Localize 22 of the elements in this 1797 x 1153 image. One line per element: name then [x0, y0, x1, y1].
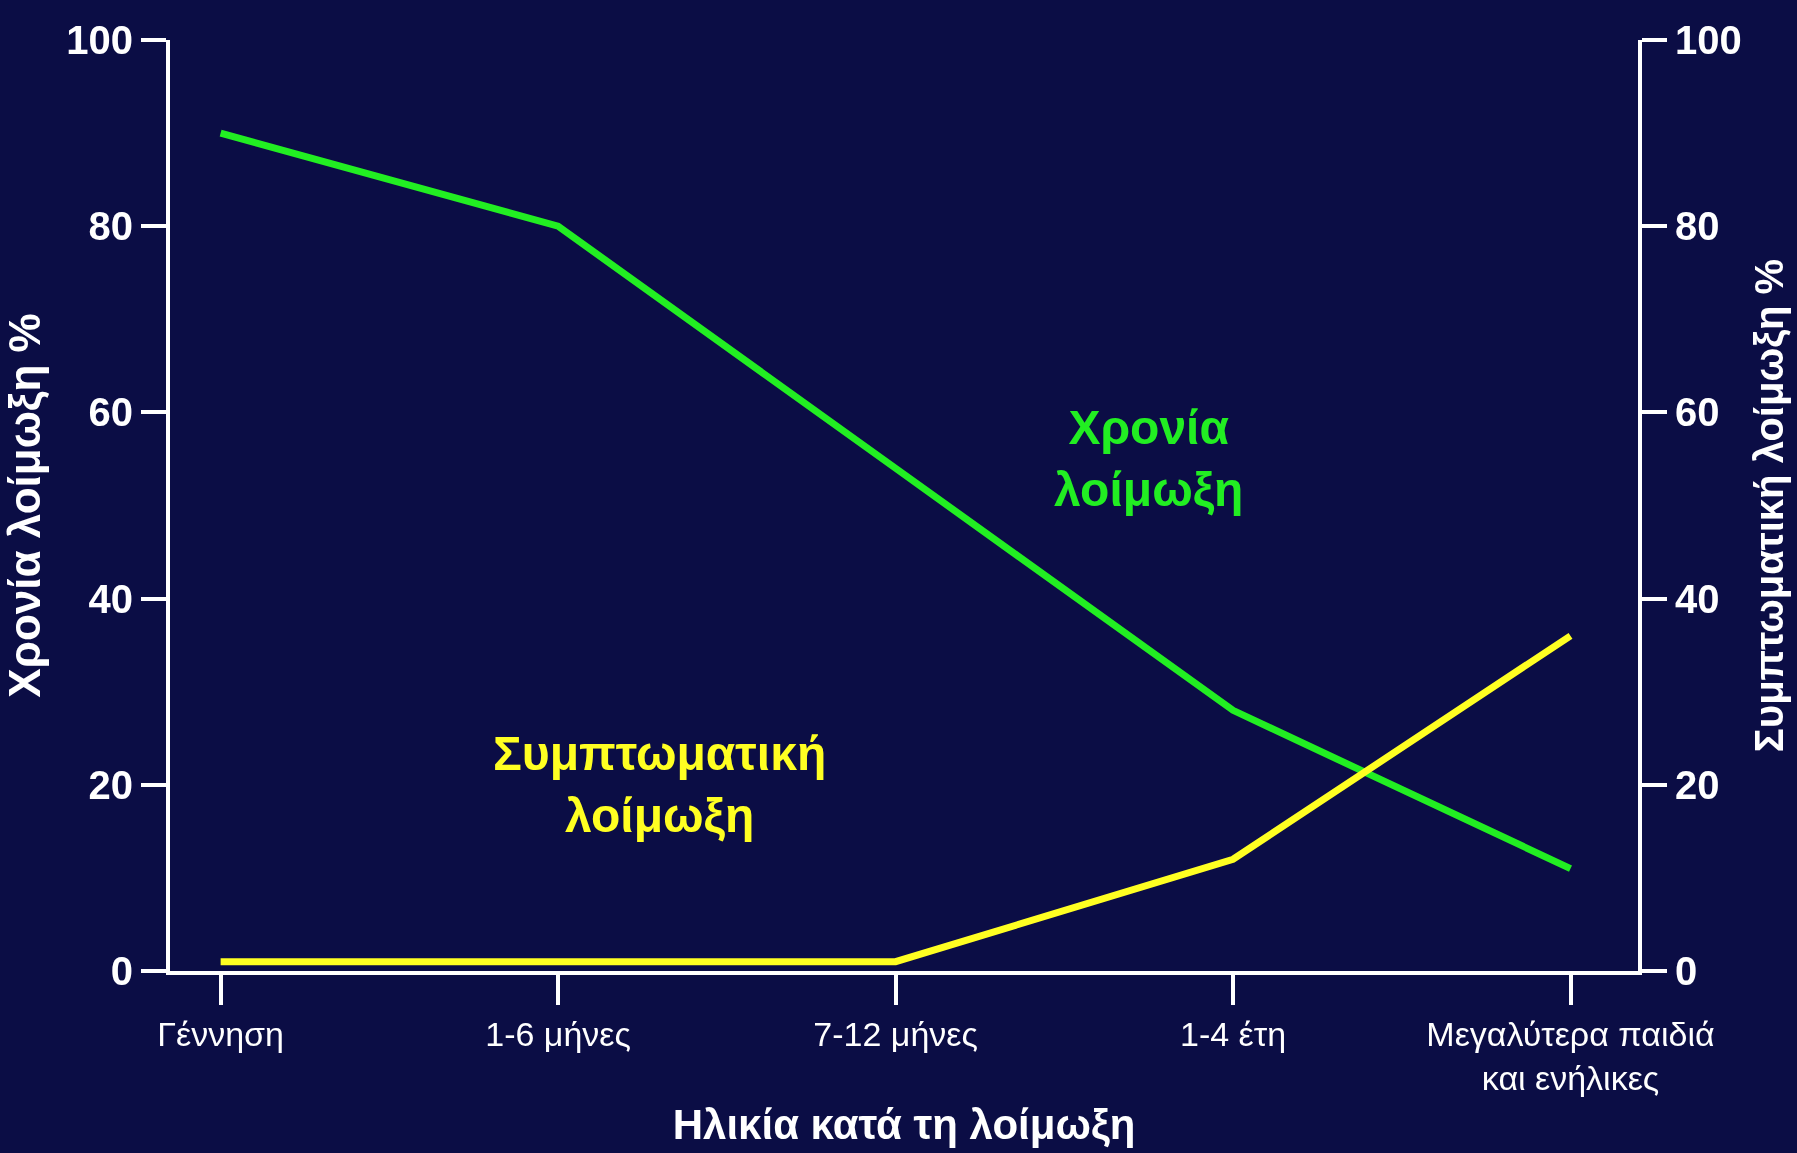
y2-tick-label: 80	[1675, 204, 1720, 249]
x-tick-label: 1-6 μήνες	[485, 1014, 631, 1053]
y2-tick-label: 100	[1675, 18, 1742, 62]
y2-tick-label: 40	[1675, 576, 1720, 621]
series-label: Χρονία λοίμωξη	[1054, 401, 1244, 517]
y-tick-label: 60	[88, 390, 133, 435]
y-tick-label: 40	[88, 576, 133, 621]
y2-axis-title: Συμπτωματική λοίμωξη %	[1746, 258, 1791, 753]
y-tick-label: 100	[66, 18, 133, 62]
y2-tick-label: 0	[1675, 949, 1698, 993]
y2-tick-label: 60	[1675, 390, 1720, 435]
y2-tick-label: 20	[1675, 762, 1720, 807]
x-tick-label: 1-4 έτη	[1179, 1014, 1287, 1053]
x-axis-title: Ηλικία κατά τη λοίμωξη	[672, 1101, 1136, 1149]
y-tick-label: 20	[88, 762, 133, 807]
x-tick-label: 7-12 μήνες	[813, 1014, 978, 1053]
x-tick-label: Μεγαλύτερα παιδιά και ενήλικες	[1426, 1014, 1715, 1097]
y-tick-label: 80	[88, 204, 133, 249]
x-tick-label: Γέννηση	[157, 1014, 284, 1053]
text: Συμπτωματική λοίμωξη	[493, 727, 827, 843]
y-axis-title: Χρονία λοίμωξη %	[0, 313, 50, 698]
y-tick-label: 0	[110, 949, 133, 993]
